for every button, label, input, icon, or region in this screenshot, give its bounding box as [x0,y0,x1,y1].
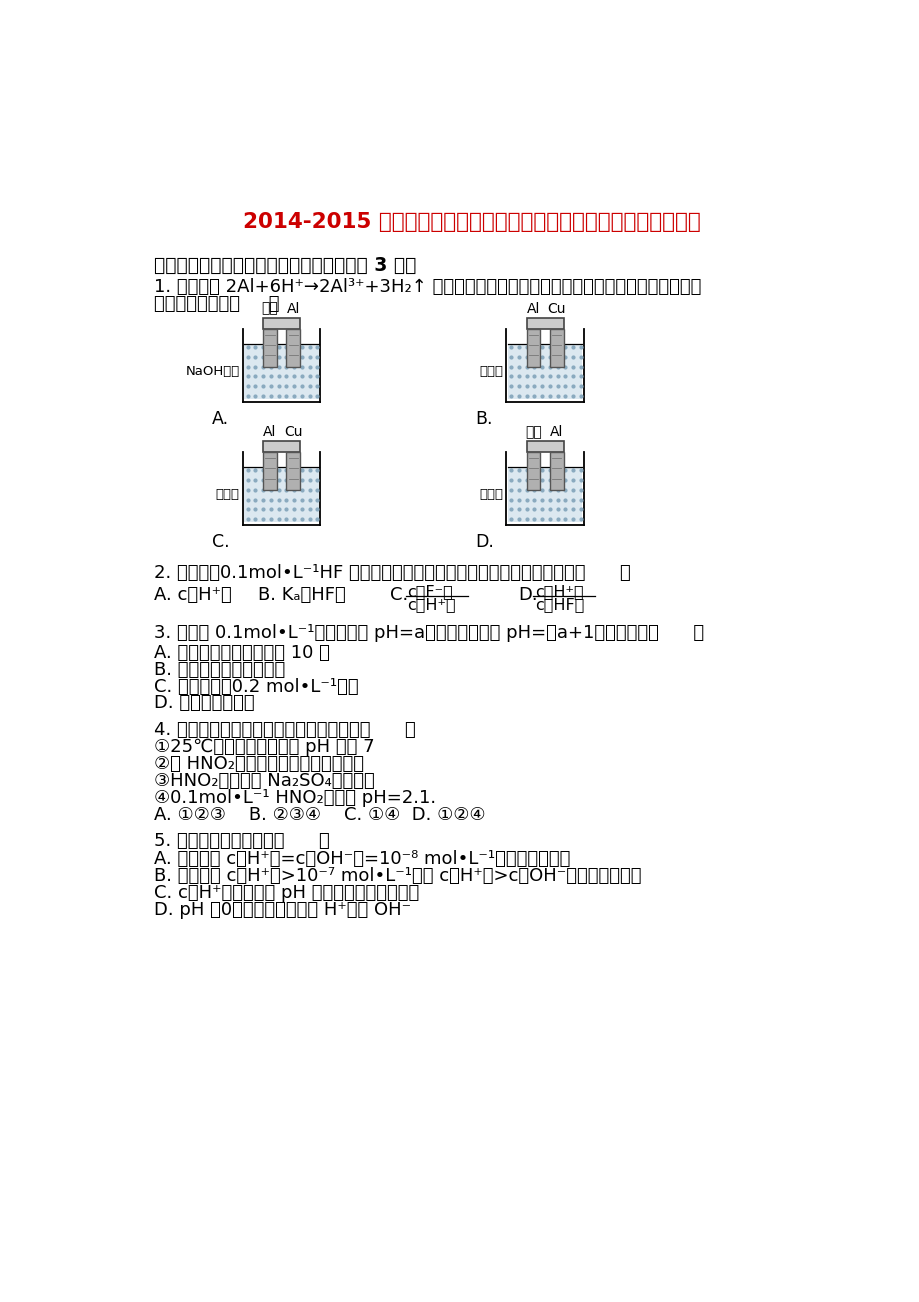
Text: Cu: Cu [547,302,565,315]
Text: 一、选择题（每题只有一个正确答案，每题 3 分）: 一、选择题（每题只有一个正确答案，每题 3 分） [153,256,415,275]
Text: C. 加入等体积0.2 mol•L⁻¹盐酸: C. 加入等体积0.2 mol•L⁻¹盐酸 [153,677,358,695]
Text: 除去了氧化膜）（     ）: 除去了氧化膜）（ ） [153,294,279,312]
Text: 1. 为将反应 2Al+6H⁺→2Al³⁺+3H₂↑ 的化学能转化为电能，下列装置能达到目的是（铝条均已: 1. 为将反应 2Al+6H⁺→2Al³⁺+3H₂↑ 的化学能转化为电能，下列装… [153,277,700,296]
Bar [550,452,563,491]
Text: C.: C. [390,586,408,604]
Bar [263,328,277,367]
Text: c（H⁺）: c（H⁺） [535,585,583,599]
Text: A. 某溶液中 c（H⁺）=c（OH⁻）=10⁻⁸ mol•L⁻¹，该溶液呈中性: A. 某溶液中 c（H⁺）=c（OH⁻）=10⁻⁸ mol•L⁻¹，该溶液呈中性 [153,850,570,868]
Bar [526,318,563,328]
Text: 石墨: 石墨 [525,424,541,439]
Text: NaOH溶液: NaOH溶液 [186,365,240,378]
Text: ④0.1mol•L⁻¹ HNO₂溶液的 pH=2.1.: ④0.1mol•L⁻¹ HNO₂溶液的 pH=2.1. [153,789,436,807]
Text: c（H⁺）: c（H⁺） [407,598,455,612]
Text: D. 提高溶液的温度: D. 提高溶液的温度 [153,694,254,712]
Text: 2014-2015 学年河北省邯郸一中高二（上）日测化学试卷（实验班）: 2014-2015 学年河北省邯郸一中高二（上）日测化学试卷（实验班） [243,212,699,232]
Text: ③HNO₂溶液不与 Na₂SO₄溶液反应: ③HNO₂溶液不与 Na₂SO₄溶液反应 [153,772,374,790]
Text: A. c（H⁺）: A. c（H⁺） [153,586,232,604]
Bar [286,328,300,367]
Text: 5. 下列说法中正确的是（      ）: 5. 下列说法中正确的是（ ） [153,832,329,850]
Bar [263,441,300,452]
Bar [286,452,300,491]
Text: B. 溶液中若 c（H⁺）>10⁻⁷ mol•L⁻¹，则 c（H⁺）>c（OH⁻），溶液显酸性: B. 溶液中若 c（H⁺）>10⁻⁷ mol•L⁻¹，则 c（H⁺）>c（OH⁻… [153,867,641,885]
Text: 稀盐酸: 稀盐酸 [479,488,503,501]
Bar [526,328,539,367]
Text: D.: D. [517,586,537,604]
Text: A. 将溶液稀释到原体积的 10 倍: A. 将溶液稀释到原体积的 10 倍 [153,643,329,661]
Text: C. c（H⁺）越大，则 pH 越大，溶液的酸性越强: C. c（H⁺）越大，则 pH 越大，溶液的酸性越强 [153,884,418,902]
Text: B. 加入适量的醋酸钠固体: B. 加入适量的醋酸钠固体 [153,660,285,678]
Text: B.: B. [475,410,493,427]
Text: Al: Al [263,424,277,439]
Text: Al: Al [527,302,539,315]
Bar [507,467,582,522]
Bar [526,441,563,452]
Text: A.: A. [211,410,229,427]
Text: Al: Al [286,302,300,315]
Text: A. ①②③    B. ②③④    C. ①④  D. ①②④: A. ①②③ B. ②③④ C. ①④ D. ①②④ [153,806,484,824]
Text: D. pH 为0的溶液，其中只有 H⁺，无 OH⁻: D. pH 为0的溶液，其中只有 H⁺，无 OH⁻ [153,901,411,919]
Text: C.: C. [211,533,229,551]
Text: 2. 将浓度为0.1mol•L⁻¹HF 溶液加水不断稀释，下列各量始终保持增大的是（      ）: 2. 将浓度为0.1mol•L⁻¹HF 溶液加水不断稀释，下列各量始终保持增大的… [153,564,630,582]
Text: 4. 下列事实能说明亚硝酸是弱电解质的是（      ）: 4. 下列事实能说明亚硝酸是弱电解质的是（ ） [153,720,415,738]
Text: Cu: Cu [284,424,302,439]
Text: Al: Al [550,424,562,439]
Bar [526,452,539,491]
Text: c（F⁻）: c（F⁻） [407,585,452,599]
Text: ①25℃时亚硝酸钠溶液的 pH 大于 7: ①25℃时亚硝酸钠溶液的 pH 大于 7 [153,738,374,756]
Text: 石墨: 石墨 [261,302,278,315]
Bar [507,344,582,398]
Text: D.: D. [475,533,494,551]
Bar [263,318,300,328]
Bar [263,452,277,491]
Bar [244,344,319,398]
Text: 稀硝酸: 稀硝酸 [216,488,240,501]
Bar [550,328,563,367]
Text: 3. 常温下 0.1mol•L⁻¹醋酸溶液的 pH=a，下列能使溶液 pH=（a+1）的措施是（      ）: 3. 常温下 0.1mol•L⁻¹醋酸溶液的 pH=a，下列能使溶液 pH=（a… [153,625,703,642]
Text: ②用 HNO₂溶液做导电试验，灯泡很暗: ②用 HNO₂溶液做导电试验，灯泡很暗 [153,755,363,773]
Bar [244,467,319,522]
Text: c（HF）: c（HF） [535,598,584,612]
Text: B. Kₐ（HF）: B. Kₐ（HF） [258,586,346,604]
Text: 稀硫酸: 稀硫酸 [479,365,503,378]
